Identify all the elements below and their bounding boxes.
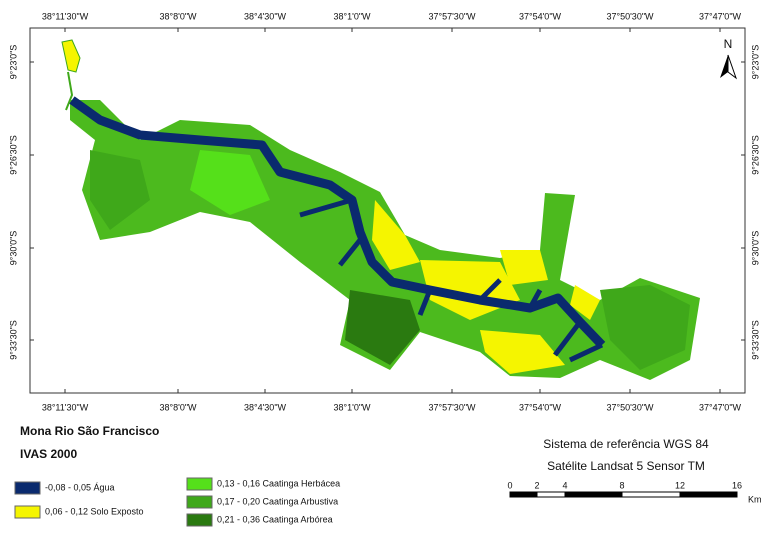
scale-segment (536, 491, 566, 498)
latitude-label: 9°33'30"S (8, 320, 18, 360)
subtitle: IVAS 2000 (20, 447, 77, 461)
latitude-label: 9°30'0"S (750, 231, 760, 266)
study-area (61, 39, 700, 380)
latitude-label: 9°33'30"S (750, 320, 760, 360)
scale-segment (509, 491, 538, 498)
scale-label: 2 (534, 480, 539, 490)
longitude-label: 38°1'0"W (333, 402, 371, 412)
longitude-label: 37°50'30"W (606, 402, 654, 412)
legend-swatch (14, 505, 41, 519)
latitude-label: 9°23'0"S (8, 45, 18, 80)
scale-segment (564, 491, 623, 498)
scale-label: 4 (562, 480, 567, 490)
north-arrow (720, 54, 738, 80)
title: Mona Rio São Francisco (20, 424, 159, 438)
legend-label: 0,06 - 0,12 Solo Exposto (45, 506, 144, 516)
legend-label: 0,21 - 0,36 Caatinga Arbórea (217, 514, 333, 524)
longitude-label: 37°57'30"W (428, 11, 476, 21)
longitude-label: 38°8'0"W (159, 11, 197, 21)
scale-label: 16 (732, 480, 742, 490)
legend-swatch (186, 513, 213, 527)
longitude-label: 38°8'0"W (159, 402, 197, 412)
legend-label: 0,13 - 0,16 Caatinga Herbácea (217, 478, 340, 488)
north-label: N (724, 37, 733, 51)
latitude-label: 9°26'30"S (750, 135, 760, 175)
legend-swatch (14, 481, 41, 495)
longitude-label: 37°57'30"W (428, 402, 476, 412)
scale-label: 12 (675, 480, 685, 490)
latitude-label: 9°26'30"S (8, 135, 18, 175)
reference-line: Sistema de referência WGS 84 (543, 437, 709, 451)
longitude-label: 38°4'30"W (244, 402, 287, 412)
legend-swatch (186, 495, 213, 509)
legend-label: -0,08 - 0,05 Água (45, 482, 115, 492)
longitude-label: 37°47'0"W (699, 11, 742, 21)
longitude-label: 38°4'30"W (244, 11, 287, 21)
longitude-label: 37°54'0"W (519, 402, 562, 412)
latitude-label: 9°30'0"S (8, 231, 18, 266)
scale-unit: Km (748, 494, 762, 504)
legend-label: 0,17 - 0,20 Caatinga Arbustiva (217, 496, 338, 506)
scale-segment (679, 491, 738, 498)
scale-segment (621, 491, 681, 498)
scale-label: 8 (619, 480, 624, 490)
scale-label: 0 (507, 480, 512, 490)
longitude-label: 38°1'0"W (333, 11, 371, 21)
longitude-label: 37°50'30"W (606, 11, 654, 21)
longitude-label: 38°11'30"W (42, 11, 89, 21)
legend-swatch (186, 477, 213, 491)
longitude-label: 38°11'30"W (42, 402, 89, 412)
longitude-label: 37°47'0"W (699, 402, 742, 412)
latitude-label: 9°23'0"S (750, 45, 760, 80)
longitude-label: 37°54'0"W (519, 11, 562, 21)
reference-line: Satélite Landsat 5 Sensor TM (547, 459, 705, 473)
